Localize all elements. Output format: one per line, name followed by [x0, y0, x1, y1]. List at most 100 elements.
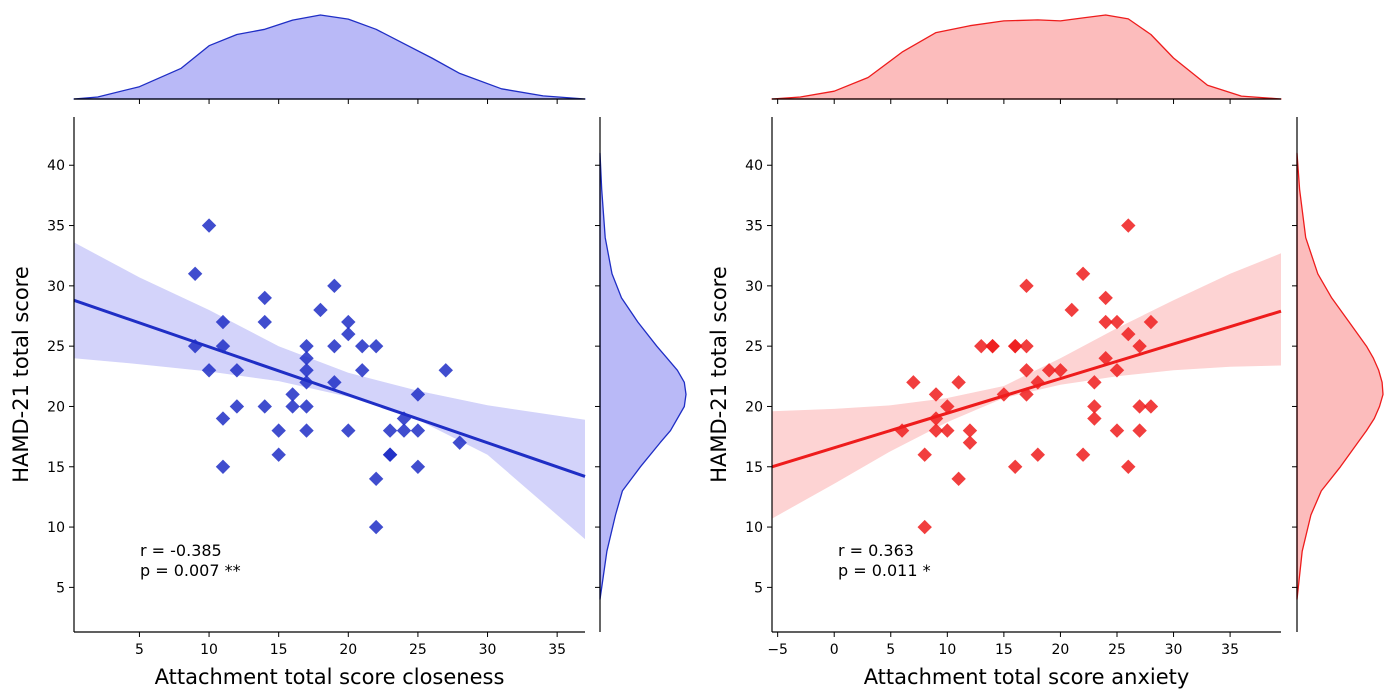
data-point	[299, 423, 314, 438]
data-point	[1087, 411, 1102, 426]
top-density-curve	[771, 14, 1282, 100]
top-density-curve	[73, 14, 586, 100]
data-point	[215, 411, 231, 426]
data-point	[1019, 387, 1034, 402]
data-point	[229, 399, 245, 414]
data-point	[327, 338, 342, 354]
confidence-band	[772, 253, 1281, 519]
x-tick-label: 5	[135, 642, 144, 658]
data-point	[410, 387, 426, 402]
x-tick-label: 30	[1165, 642, 1183, 658]
data-point	[257, 314, 272, 330]
confidence-band-area	[772, 253, 1281, 519]
data-point	[368, 471, 384, 487]
data-point	[299, 375, 314, 390]
data-point	[951, 471, 966, 487]
right-marginal-density	[1292, 117, 1384, 632]
data-point	[410, 459, 426, 474]
data-point	[327, 278, 342, 294]
x-tick-label: −5	[767, 642, 788, 658]
x-tick-label: 5	[886, 642, 895, 658]
scatter-points	[187, 218, 467, 535]
data-point	[201, 218, 217, 233]
data-point	[215, 314, 231, 330]
y-tick-label: 5	[754, 580, 763, 596]
data-point	[299, 351, 314, 366]
data-point	[368, 338, 384, 354]
data-point	[257, 399, 272, 414]
data-point	[1019, 363, 1034, 378]
regression-line	[73, 298, 586, 478]
data-point	[1087, 375, 1102, 390]
data-point	[327, 375, 342, 390]
axes	[771, 117, 1281, 633]
data-point	[257, 290, 272, 306]
y-tick-label: 10	[47, 520, 65, 536]
data-point	[1007, 459, 1023, 474]
data-point	[355, 363, 370, 378]
correlation-r-annotation: r = 0.363	[838, 541, 914, 560]
data-point	[215, 459, 231, 474]
right-density-curve	[1296, 152, 1384, 601]
x-tick-label: 0	[830, 642, 839, 658]
top-marginal-density	[73, 14, 586, 104]
closeness-joint-plot: 5 10 15 20 25 30 35 5 10 15 20 25 30 35 40 Attachment…	[9, 14, 687, 689]
x-tick-label: 10	[200, 642, 218, 658]
data-point	[355, 338, 370, 354]
data-point	[1098, 290, 1113, 306]
data-point	[285, 387, 300, 402]
axes	[73, 117, 585, 633]
top-marginal-density	[771, 14, 1282, 104]
data-point	[1121, 459, 1136, 474]
data-point	[285, 399, 300, 414]
data-point	[1041, 363, 1057, 378]
y-tick-label: 40	[47, 158, 65, 174]
y-tick-label: 20	[745, 399, 763, 415]
y-tick-label: 20	[47, 399, 65, 415]
regression-line-path	[73, 298, 586, 478]
x-ticks: 5 10 15 20 25 30 35	[135, 632, 566, 658]
x-tick-label: 30	[479, 642, 497, 658]
data-point	[1019, 338, 1034, 354]
x-tick-label: 20	[339, 642, 357, 658]
x-axis-label: Attachment total score closeness	[155, 665, 505, 689]
x-tick-label: 15	[995, 642, 1013, 658]
data-point	[985, 338, 1000, 354]
x-tick-label: 25	[1108, 642, 1126, 658]
data-point	[917, 519, 932, 535]
data-point	[917, 447, 932, 462]
y-tick-label: 25	[745, 339, 763, 355]
data-point	[1075, 447, 1091, 462]
y-tick-label: 30	[745, 279, 763, 295]
x-tick-label: 20	[1052, 642, 1070, 658]
data-point	[1064, 302, 1079, 318]
data-point	[215, 338, 231, 354]
data-point	[1075, 266, 1091, 281]
data-point	[341, 314, 356, 330]
data-point	[1132, 338, 1147, 354]
data-point	[341, 423, 356, 438]
right-marginal-density	[595, 117, 687, 632]
data-point	[299, 338, 314, 354]
right-density-curve	[599, 152, 687, 601]
x-tick-label: 25	[409, 642, 427, 658]
y-axis-label: HAMD-21 total score	[9, 266, 33, 483]
data-point	[271, 423, 286, 438]
x-axis-label: Attachment total score anxiety	[864, 665, 1190, 689]
y-tick-label: 35	[745, 219, 763, 235]
correlation-r-annotation: r = -0.385	[140, 541, 222, 560]
data-point	[1121, 218, 1136, 233]
y-tick-label: 10	[745, 520, 763, 536]
data-point	[1143, 399, 1159, 414]
x-tick-label: 35	[1221, 642, 1239, 658]
data-point	[1098, 351, 1113, 366]
data-point	[438, 363, 453, 378]
data-point	[1030, 375, 1046, 390]
data-point	[452, 435, 467, 450]
data-point	[906, 375, 921, 390]
data-point	[201, 363, 217, 378]
data-point	[410, 423, 426, 438]
data-point	[940, 423, 955, 438]
data-point	[313, 302, 328, 318]
y-tick-label: 5	[56, 580, 65, 596]
